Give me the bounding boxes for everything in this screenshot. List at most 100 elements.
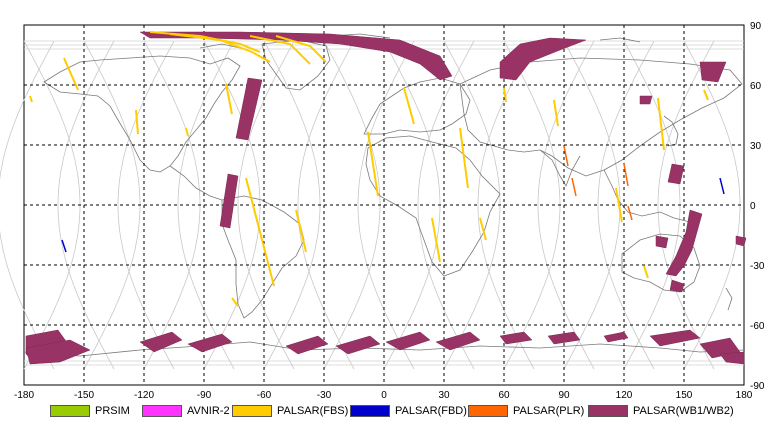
lat-lon-grid — [24, 25, 744, 385]
orbit-track — [237, 40, 295, 370]
fbs-swath — [553, 99, 559, 127]
palsar-plr-swaths — [563, 145, 633, 221]
wb-swath — [219, 173, 239, 229]
orbit-track — [597, 40, 655, 370]
lat-tick-label: 60 — [750, 81, 762, 92]
legend-swatch-wb — [588, 405, 628, 417]
legend-swatch-fbd — [350, 405, 390, 417]
orbit-track — [537, 40, 595, 370]
legend-label-wb: PALSAR(WB1/WB2) — [633, 405, 734, 417]
legend-swatch-avnir2 — [142, 405, 182, 417]
plr-swath — [571, 177, 577, 197]
wb-swath — [335, 335, 381, 355]
fbs-swath — [431, 217, 441, 263]
coast-africa — [365, 135, 501, 277]
fbs-swath — [643, 265, 649, 279]
plr-swath — [563, 145, 569, 167]
lon-tick-label: 180 — [736, 390, 753, 400]
wb-swath — [639, 95, 653, 105]
coast-europe — [363, 77, 471, 135]
legend-label-fbd: PALSAR(FBD) — [395, 405, 467, 417]
orbit-track — [117, 40, 175, 370]
wb-swath — [499, 37, 587, 81]
wb-swath — [25, 339, 91, 365]
wb-swath — [235, 77, 263, 141]
lon-tick-label: 90 — [558, 390, 570, 400]
legend-label-fbs: PALSAR(FBS) — [277, 405, 349, 417]
legend-item-fbd: PALSAR(FBD) — [350, 404, 467, 418]
plr-swath — [627, 205, 633, 221]
lon-tick-label: 120 — [616, 390, 633, 400]
orbit-track — [657, 40, 715, 370]
fbs-swath — [479, 217, 487, 241]
fbs-swath — [657, 97, 665, 151]
wb-swath — [649, 329, 701, 347]
fbs-swath — [615, 187, 623, 223]
fbs-swath — [459, 127, 469, 189]
legend-label-prsim: PRSIM — [95, 405, 130, 417]
fbs-swath — [225, 83, 233, 115]
wb-swath — [435, 331, 481, 351]
wb-swath — [735, 235, 747, 247]
legend-item-wb: PALSAR(WB1/WB2) — [588, 404, 734, 418]
orbit-track — [297, 40, 355, 370]
lon-tick-label: -90 — [197, 390, 212, 400]
lon-tick-label: -150 — [74, 390, 94, 400]
wb-swath — [719, 351, 745, 365]
legend-swatch-fbs — [232, 405, 272, 417]
coast-new-zealand — [725, 287, 733, 311]
wb-swath — [139, 331, 183, 353]
fbs-swath — [169, 33, 271, 63]
wb-swath — [187, 333, 233, 353]
coast-southeast-asia — [603, 169, 691, 223]
fbs-swath — [275, 35, 327, 63]
palsar-fbd-swaths — [61, 177, 725, 253]
wb-swath — [547, 331, 581, 345]
legend-swatch-plr — [468, 405, 508, 417]
orbit-track — [417, 40, 475, 370]
axis-tick-labels: -180 -150 -120 -90 -60 -30 0 30 60 90 120 150 180 90 6… — [14, 21, 765, 400]
fbs-swath — [295, 209, 307, 253]
fbs-swath — [231, 297, 239, 307]
legend-label-plr: PALSAR(PLR) — [513, 405, 585, 417]
fbs-swath — [185, 127, 189, 137]
lat-tick-label: 0 — [750, 201, 756, 212]
coast-north-america — [43, 55, 241, 173]
fbs-swath — [703, 89, 709, 101]
lat-tick-label: -90 — [750, 381, 765, 392]
wb-swath — [655, 235, 669, 249]
fbs-swath — [367, 131, 379, 197]
lat-tick-label: -30 — [750, 261, 765, 272]
lon-tick-label: -180 — [14, 390, 34, 400]
palsar-fbs-swaths — [29, 31, 709, 307]
orbit-track — [357, 40, 415, 370]
fbs-swath — [503, 87, 507, 103]
lat-tick-label: 30 — [750, 141, 762, 152]
orbit-track — [0, 40, 55, 370]
lon-tick-label: -30 — [317, 390, 332, 400]
coast-south-america — [221, 195, 305, 319]
coast-central-america — [169, 165, 223, 201]
fbd-swath — [61, 239, 67, 253]
fbd-swath — [719, 177, 725, 195]
legend-swatch-prsim — [50, 405, 90, 417]
wb-swath — [669, 279, 685, 293]
lon-tick-label: 150 — [676, 390, 693, 400]
lon-tick-label: 30 — [438, 390, 450, 400]
coast-australia — [621, 233, 701, 293]
wb-swath — [285, 335, 329, 355]
legend-item-plr: PALSAR(PLR) — [468, 404, 584, 418]
fbs-swath — [245, 177, 275, 287]
fbs-swath — [29, 95, 33, 103]
legend-item-prsim: PRSIM — [50, 404, 130, 418]
wb-swath — [499, 331, 533, 345]
wb-swath — [665, 209, 703, 277]
lon-tick-label: -60 — [257, 390, 272, 400]
coverage-map: -180 -150 -120 -90 -60 -30 0 30 60 90 120 150 180 90 6… — [0, 21, 765, 400]
legend-label-avnir2: AVNIR-2 — [187, 405, 230, 417]
orbit-track — [57, 40, 115, 370]
coast-greenland — [261, 39, 331, 91]
fbs-swath — [135, 109, 139, 135]
wb-swath — [603, 331, 629, 343]
legend-item-fbs: PALSAR(FBS) — [232, 404, 348, 418]
